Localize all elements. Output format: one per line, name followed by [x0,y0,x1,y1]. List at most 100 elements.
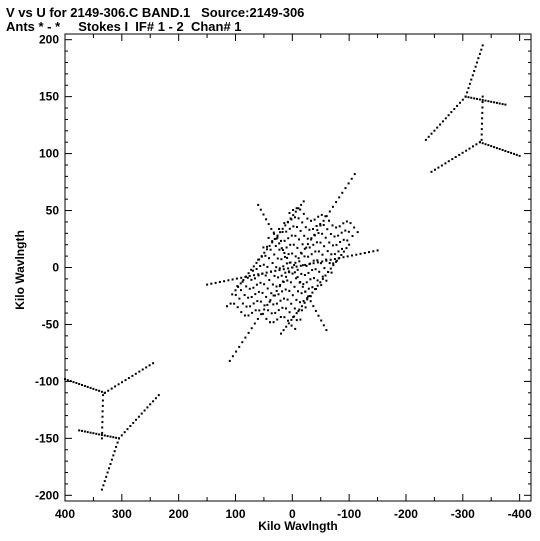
uv-point [465,149,468,152]
uv-point [234,293,237,296]
uv-point [341,247,343,250]
uv-point [303,274,306,276]
uv-point [467,96,470,99]
uv-point [281,290,284,293]
uv-point [263,283,266,286]
uv-point [347,230,350,233]
uv-point [349,222,352,225]
uv-point [466,91,469,94]
uv-point [271,241,274,244]
uv-point [276,257,279,260]
uv-point [152,362,155,365]
uv-point [154,397,157,400]
uv-point [275,302,278,305]
uv-point [252,265,255,268]
uv-point [258,309,261,312]
uv-point [267,223,270,226]
uv-point [487,144,490,147]
uv-point [131,374,134,377]
tick-label: -150 [35,431,59,445]
x-axis-label: Kilo Wavlngth [258,519,338,533]
uv-point [118,437,120,440]
uv-point [302,283,305,286]
uv-point [328,241,331,244]
uv-point [250,296,253,298]
uv-point [304,306,307,309]
uv-point [481,122,483,125]
uv-point [313,277,315,280]
uv-point [335,259,338,262]
uv-point [290,318,293,321]
uv-point [312,262,315,265]
uv-point [501,103,504,106]
uv-point [265,295,268,298]
uv-point [278,269,281,272]
uv-point [341,191,344,194]
uv-point [294,234,297,237]
uv-point [223,280,226,283]
uv-point [283,316,286,319]
uv-point [322,219,325,222]
uv-point [301,285,304,288]
uv-point [347,182,350,185]
uv-point [342,256,345,259]
uv-point [467,87,470,90]
uv-point [299,301,301,304]
uv-point [296,246,299,249]
uv-point [261,312,264,315]
uv-point [287,322,290,325]
uv-point [330,271,333,274]
uv-point [83,430,86,433]
uv-point [314,309,317,312]
uv-point [269,248,272,251]
uv-point [148,364,151,367]
uv-point [289,281,292,284]
uv-point [240,276,243,279]
uv-point [330,253,333,256]
uv-point [473,70,476,72]
uv-point [263,251,266,254]
uv-point [342,250,345,253]
uv-point [245,275,247,278]
uv-point [337,250,340,253]
uv-point [296,226,298,228]
uv-point [275,285,278,288]
uv-point [504,103,507,106]
uv-point [301,264,304,267]
uv-point [303,247,306,250]
uv-point [113,450,116,453]
uv-point [286,298,289,301]
uv-point [277,276,280,279]
uv-point [363,252,366,254]
uv-point [105,475,108,478]
uv-point [248,275,251,277]
uv-point [101,399,104,402]
uv-point [81,384,83,386]
uv-point [296,268,299,271]
uv-point [253,322,256,325]
uv-point [282,281,285,283]
uv-point [292,243,295,246]
uv-point [101,404,104,407]
uv-point [302,212,305,215]
uv-point [283,252,286,254]
uv-point [290,302,293,305]
uv-point [281,227,284,230]
uv-point [120,434,123,437]
uv-point [268,279,271,281]
chart-title: V vs U for 2149-306.C BAND.1 Source:2149… [6,5,305,20]
uv-point [321,260,324,263]
uv-point [89,386,92,389]
uv-point [250,268,253,271]
uv-point [480,48,483,51]
uv-point [303,301,306,304]
uv-point [296,276,299,279]
tick-label: -100 [337,507,361,521]
uv-point [515,153,518,156]
uv-point [259,300,262,303]
uv-point [124,379,127,382]
uv-point [316,229,319,232]
uv-point [372,250,375,253]
uv-point [291,252,294,255]
